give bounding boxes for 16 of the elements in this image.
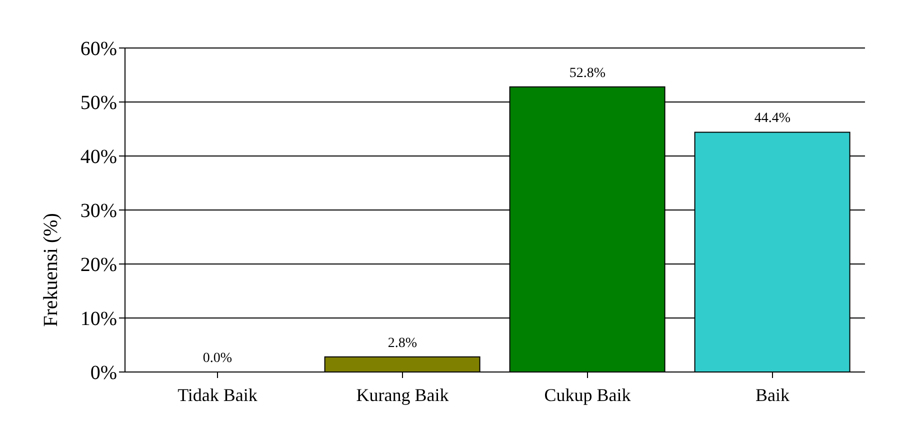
x-tick-label: Kurang Baik [356,384,449,405]
y-tick-label: 40% [80,146,117,168]
x-tick-label: Cukup Baik [544,384,631,405]
y-tick-label: 10% [80,308,117,330]
data-label: 52.8% [569,66,606,81]
x-tick-label: Tidak Baik [178,384,258,405]
data-label: 44.4% [754,111,791,126]
x-tick-label: Baik [756,384,790,405]
y-tick-label: 30% [80,200,117,222]
y-tick-label: 50% [80,92,117,114]
y-tick-label: 60% [80,38,117,60]
y-axis-title: Frekuensi (%) [40,213,62,327]
y-tick-label: 0% [90,362,117,384]
data-label: 2.8% [388,336,418,351]
y-tick-label: 20% [80,254,117,276]
data-label: 0.0% [202,351,232,366]
